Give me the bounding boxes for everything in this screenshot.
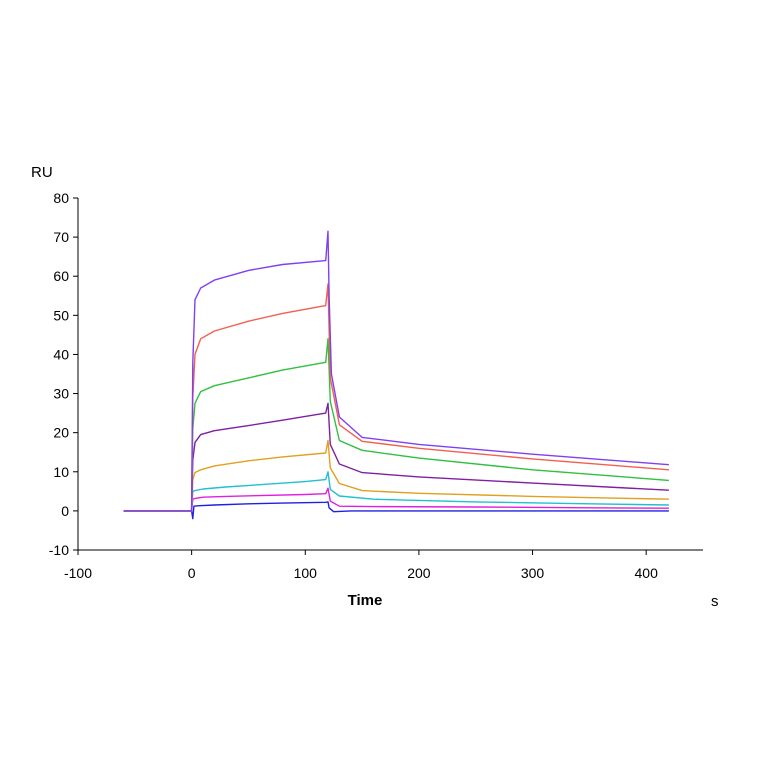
x-tick-label: -100 xyxy=(64,565,92,581)
x-tick-label: 100 xyxy=(294,565,318,581)
series-line-1 xyxy=(123,501,669,520)
y-tick-label: 70 xyxy=(53,229,69,245)
y-ticks: -10 0 10 20 30 40 50 60 70 80 xyxy=(49,190,78,558)
series-line-8 xyxy=(123,230,669,512)
y-tick-label: 10 xyxy=(53,464,69,480)
x-tick-label: 200 xyxy=(407,565,431,581)
y-tick-label: 50 xyxy=(53,307,69,323)
series-line-6 xyxy=(123,338,669,512)
y-tick-label: 40 xyxy=(53,346,69,362)
x-tick-label: 400 xyxy=(635,565,659,581)
x-ticks: -100 0 100 200 300 400 xyxy=(64,550,658,581)
x-tick-label: 300 xyxy=(521,565,545,581)
y-tick-label: 80 xyxy=(53,190,69,206)
x-axis-title: Time xyxy=(348,592,383,609)
series-line-5 xyxy=(123,402,669,512)
y-tick-label: 30 xyxy=(53,386,69,402)
x-axis-unit: s xyxy=(711,593,719,610)
y-tick-label: 20 xyxy=(53,425,69,441)
y-tick-label: 0 xyxy=(61,503,69,519)
series-line-7 xyxy=(123,283,669,512)
y-tick-label: 60 xyxy=(53,268,69,284)
x-tick-label: 0 xyxy=(188,565,196,581)
y-tick-label: -10 xyxy=(49,542,69,558)
y-axis-title: RU xyxy=(31,164,53,181)
series-layer xyxy=(123,230,669,520)
